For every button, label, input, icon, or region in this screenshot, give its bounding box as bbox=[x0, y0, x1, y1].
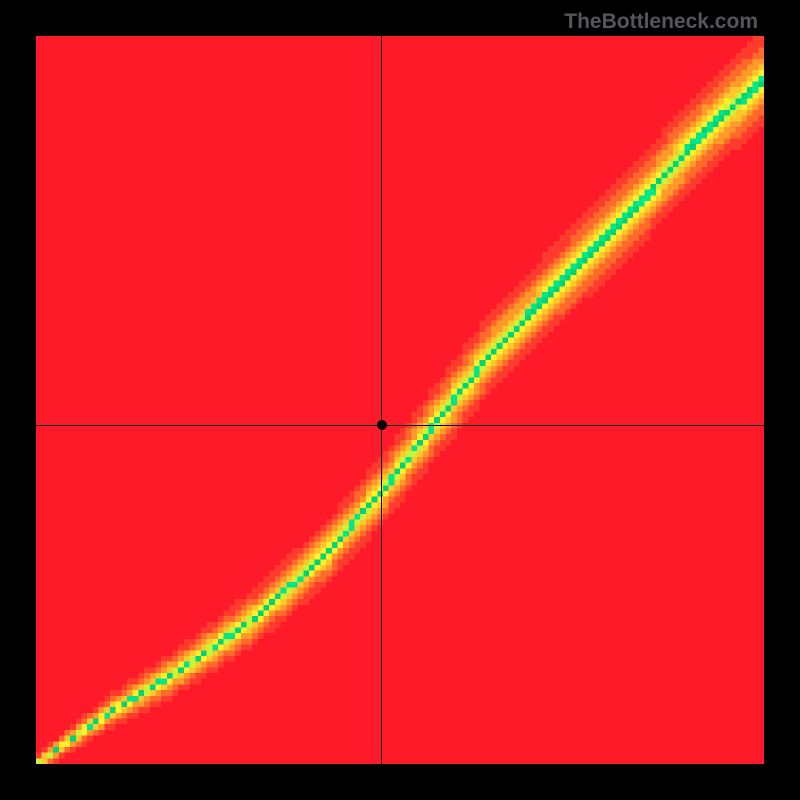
watermark-text: TheBottleneck.com bbox=[564, 10, 758, 34]
crosshair-vertical bbox=[381, 36, 382, 764]
crosshair-horizontal bbox=[36, 425, 764, 426]
bottleneck-heatmap bbox=[36, 36, 764, 764]
chart-root: TheBottleneck.com bbox=[0, 0, 800, 800]
